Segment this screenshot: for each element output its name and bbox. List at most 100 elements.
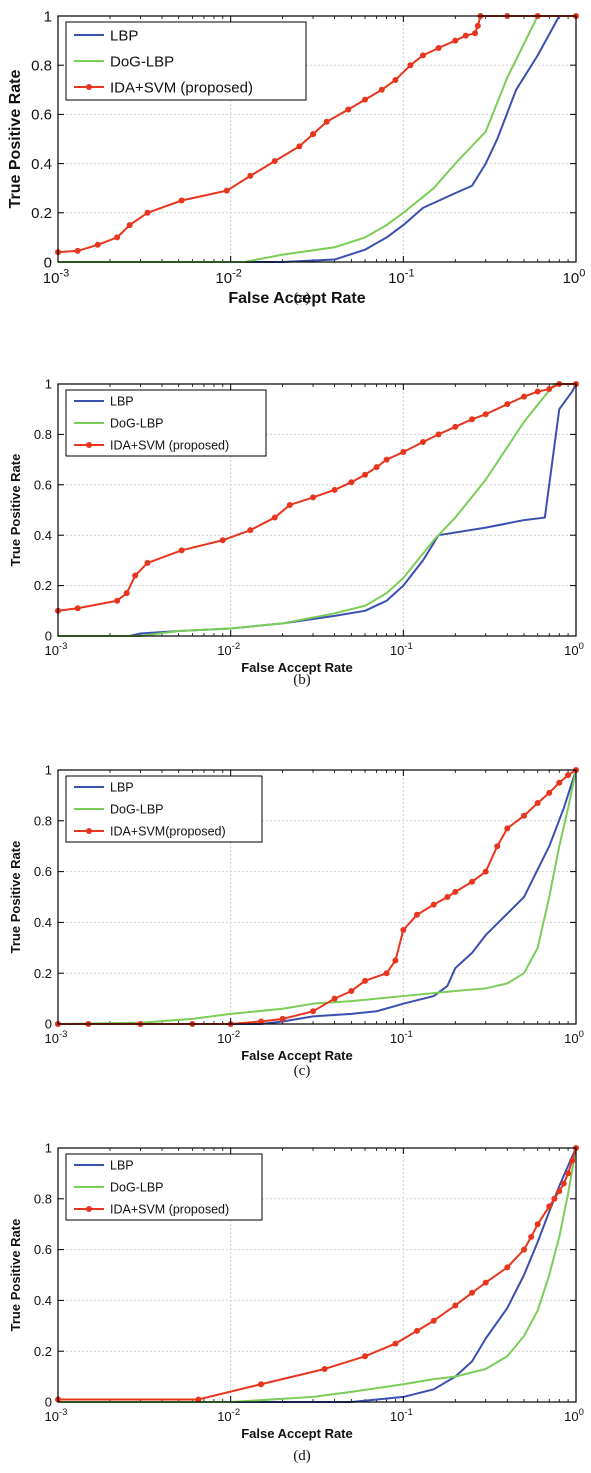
series-line-dog-lbp	[58, 15, 576, 263]
series-line-dog-lbp	[58, 1147, 577, 1403]
data-point	[362, 96, 369, 103]
data-point	[321, 1365, 328, 1372]
data-point	[310, 131, 317, 138]
y-axis-title: True Positive Rate	[7, 70, 24, 209]
data-point	[123, 590, 130, 597]
data-point	[392, 957, 399, 964]
data-point	[521, 1246, 528, 1253]
series-line-lbp	[58, 769, 577, 1025]
data-point	[378, 86, 385, 93]
chart-panel-2: 10-3 10-2 10-1 100 0 0.2 0.4 0.6 0.8 1 False Accep…	[8, 377, 584, 688]
series-line-ida-svm-proposed-	[57, 15, 576, 254]
x-tick-label: 10-1	[388, 267, 414, 287]
data-point	[373, 464, 380, 471]
y-tick-label: 1	[45, 377, 52, 392]
data-point	[494, 843, 501, 850]
data-point	[452, 888, 459, 895]
data-point	[469, 416, 476, 423]
legend-label: DoG-LBP	[110, 1180, 164, 1194]
data-point	[362, 471, 369, 478]
data-point	[414, 1327, 421, 1334]
x-tick-label: 100	[564, 641, 584, 658]
data-point	[534, 1221, 541, 1228]
series-line-dog-lbp	[57, 769, 577, 1025]
panel-caption: (c)	[294, 1063, 311, 1079]
data-point	[331, 486, 338, 493]
data-point	[474, 22, 481, 29]
x-tick-label: 100	[564, 1029, 584, 1046]
y-tick-label: 0	[44, 254, 52, 271]
x-tick-label: 10-1	[390, 641, 413, 658]
x-tick-label: 100	[563, 267, 586, 287]
data-point	[383, 970, 390, 977]
series-line-lbp	[58, 15, 576, 263]
data-point	[521, 812, 528, 819]
data-point	[296, 143, 303, 150]
legend: LBP DoG-LBP IDA+SVM (proposed)	[65, 1153, 263, 1221]
chart-panel-4: 10-3 10-2 10-1 100 0 0.2 0.4 0.6 0.8 1 False Accep…	[8, 1141, 584, 1464]
legend-label: DoG-LBP	[110, 802, 164, 816]
data-point	[430, 1317, 437, 1324]
legend-marker	[86, 84, 92, 90]
data-point	[392, 1340, 399, 1347]
x-tick-label: 10-3	[43, 267, 69, 287]
data-point	[74, 247, 81, 254]
y-tick-label: 0.2	[31, 205, 52, 222]
data-point	[271, 514, 278, 521]
data-point	[504, 401, 511, 408]
x-tick-label: 10-2	[217, 1029, 240, 1046]
legend-label: LBP	[110, 27, 138, 44]
panel-caption: (d)	[293, 1448, 311, 1464]
y-axis-title: True Positive Rate	[8, 1219, 23, 1332]
data-point	[534, 800, 541, 807]
data-point	[469, 1289, 476, 1296]
legend: LBP DoG-LBP IDA+SVM (proposed)	[65, 21, 307, 101]
y-tick-label: 0	[45, 629, 52, 644]
x-tick-label: 10-2	[217, 1407, 240, 1424]
y-tick-label: 0.6	[34, 477, 52, 492]
data-point	[279, 1015, 286, 1022]
data-point	[362, 1353, 369, 1360]
x-tick-label: 100	[564, 1407, 584, 1424]
data-point	[420, 52, 427, 59]
data-point	[569, 1157, 576, 1164]
y-tick-label: 0.8	[34, 1191, 52, 1206]
legend-label: LBP	[110, 780, 134, 794]
y-tick-label: 0.6	[34, 864, 52, 879]
data-point	[178, 547, 185, 554]
data-point	[534, 388, 541, 395]
y-tick-label: 1	[44, 8, 52, 25]
data-point	[286, 501, 293, 508]
y-tick-label: 0	[45, 1395, 52, 1410]
data-point	[482, 868, 489, 875]
y-tick-label: 0.2	[34, 966, 52, 981]
legend-marker	[86, 828, 92, 834]
data-point	[178, 197, 185, 204]
x-tick-label: 10-2	[217, 641, 240, 658]
y-tick-label: 1	[45, 763, 52, 778]
series-line-ida-svm-proposed-	[58, 769, 577, 1025]
data-point	[258, 1381, 265, 1388]
data-point	[323, 118, 330, 125]
data-point	[400, 449, 407, 456]
x-axis-title: False Accept Rate	[241, 1048, 353, 1063]
legend-label: DoG-LBP	[110, 416, 164, 430]
data-point	[504, 825, 511, 832]
chart-panel-3: 10-3 10-2 10-1 100 0 0.2 0.4 0.6 0.8 1 False Accep…	[8, 763, 584, 1079]
legend: LBP DoG-LBP IDA+SVM(proposed)	[65, 775, 263, 843]
data-point	[144, 559, 151, 566]
x-tick-label: 10-3	[45, 641, 68, 658]
data-point	[435, 44, 442, 51]
data-point	[414, 911, 421, 918]
panel-caption: (a)	[294, 290, 311, 306]
chart-panel-1: 10-3 10-2 10-1 100 0 0.2 0.4 0.6 0.8 1 False Accep…	[7, 8, 585, 307]
y-tick-label: 0.6	[31, 107, 52, 124]
data-point	[362, 977, 369, 984]
y-tick-label: 0.4	[31, 156, 52, 173]
data-point	[345, 106, 352, 113]
data-point	[482, 1279, 489, 1286]
data-point	[310, 1008, 317, 1015]
data-point	[114, 234, 121, 241]
data-point	[521, 393, 528, 400]
